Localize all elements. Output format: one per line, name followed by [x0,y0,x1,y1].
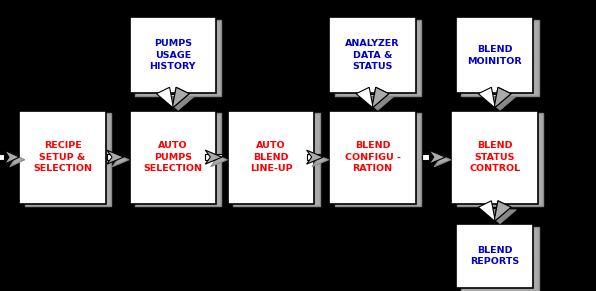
Bar [107,154,112,160]
FancyBboxPatch shape [25,113,111,206]
FancyBboxPatch shape [335,20,421,96]
Bar [491,96,509,99]
Polygon shape [306,150,323,164]
Bar [205,154,222,160]
FancyBboxPatch shape [19,111,106,204]
FancyBboxPatch shape [456,17,533,93]
Polygon shape [112,153,129,167]
FancyBboxPatch shape [228,111,315,204]
Bar [364,94,381,96]
Bar [164,94,182,96]
Text: RECIPE
SETUP &
SELECTION: RECIPE SETUP & SELECTION [33,141,92,173]
Polygon shape [356,87,389,108]
FancyBboxPatch shape [456,224,533,288]
FancyBboxPatch shape [130,111,216,204]
Text: BLEND
REPORTS: BLEND REPORTS [470,246,519,266]
FancyBboxPatch shape [234,113,319,206]
FancyBboxPatch shape [461,20,539,96]
Bar [486,94,504,96]
Polygon shape [107,150,123,164]
Polygon shape [429,150,445,164]
Polygon shape [478,87,511,108]
Text: BLEND
STATUS
CONTROL: BLEND STATUS CONTROL [469,141,520,173]
Bar [369,96,387,99]
Text: ANALYZER
DATA &
STATUS: ANALYZER DATA & STATUS [345,39,400,71]
Bar [169,96,187,99]
FancyBboxPatch shape [135,113,221,206]
Text: AUTO
PUMPS
SELECTION: AUTO PUMPS SELECTION [144,141,202,173]
FancyBboxPatch shape [335,113,421,206]
Polygon shape [205,150,222,164]
FancyBboxPatch shape [329,17,415,93]
Polygon shape [478,201,511,221]
Polygon shape [484,210,516,224]
FancyBboxPatch shape [329,111,415,204]
Polygon shape [156,87,189,108]
Polygon shape [10,153,25,167]
Polygon shape [162,96,194,110]
Polygon shape [211,153,228,167]
Text: PUMPS
USAGE
HISTORY: PUMPS USAGE HISTORY [150,39,196,71]
Polygon shape [484,96,516,110]
Polygon shape [495,87,511,108]
Polygon shape [5,150,19,164]
FancyBboxPatch shape [130,17,216,93]
Polygon shape [361,96,395,110]
Bar [491,209,509,210]
Polygon shape [372,87,389,108]
Bar [0,154,5,160]
FancyBboxPatch shape [461,227,539,291]
Text: BLEND
CONFIGU -
RATION: BLEND CONFIGU - RATION [344,141,401,173]
Polygon shape [434,153,451,167]
Polygon shape [173,87,189,108]
Bar [306,154,321,160]
Polygon shape [495,201,511,221]
Bar [422,154,429,160]
FancyBboxPatch shape [452,111,538,204]
Text: BLEND
MOINITOR: BLEND MOINITOR [467,45,522,65]
Polygon shape [312,153,329,167]
FancyBboxPatch shape [457,113,544,206]
Text: AUTO
BLEND
LINE-UP: AUTO BLEND LINE-UP [250,141,293,173]
FancyBboxPatch shape [135,20,221,96]
